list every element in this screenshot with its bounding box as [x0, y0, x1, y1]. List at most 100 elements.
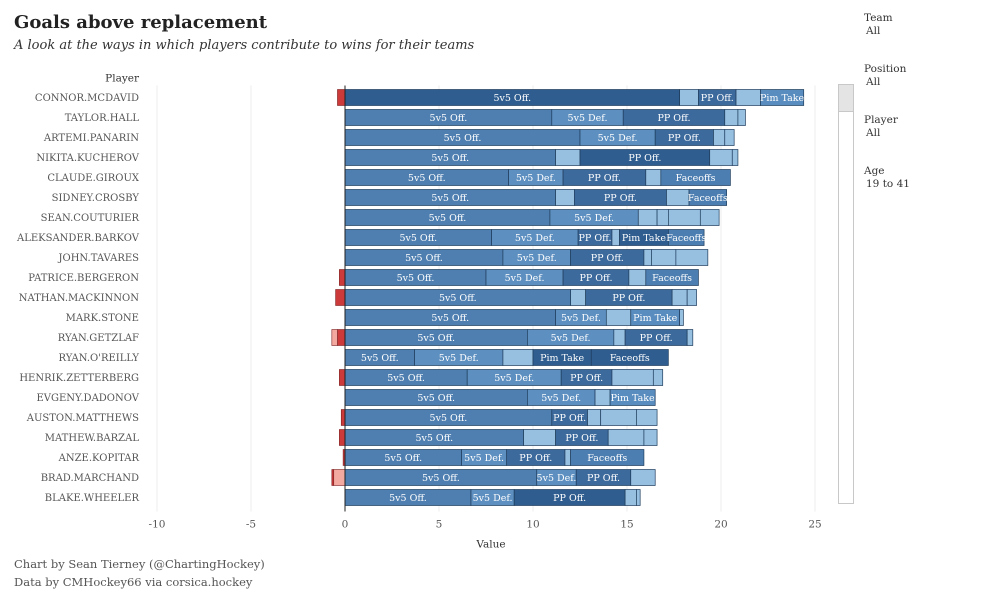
segment-label: 5v5 Off. — [431, 313, 469, 324]
bar-segment — [564, 449, 571, 466]
bar-segment — [643, 249, 652, 266]
player-label: RYAN.GETZLAF — [58, 333, 139, 344]
bar-segment — [668, 209, 701, 226]
bar-segment — [609, 389, 656, 406]
segment-label: 5v5 Off. — [439, 293, 477, 304]
player-label: ANZE.KOPITAR — [58, 453, 140, 464]
segment-label: 5v5 Def. — [439, 353, 479, 364]
bar-segment — [724, 109, 739, 126]
x-tick-label: -10 — [149, 519, 166, 531]
bar-segment — [724, 129, 735, 146]
player-label: MATHEW.BARZAL — [45, 433, 140, 444]
segment-label: PP Off. — [612, 293, 645, 304]
segment-label: Pim Take — [611, 393, 655, 404]
negative-segment — [333, 469, 346, 486]
bar-segment — [731, 149, 739, 166]
x-tick-label: -5 — [246, 519, 256, 531]
segment-label: PP Off. — [519, 453, 552, 464]
player-filter[interactable]: Player All — [864, 114, 898, 140]
negative-segment — [340, 409, 346, 426]
x-tick-label: 5 — [436, 519, 443, 531]
bar-segment — [668, 229, 705, 246]
bar-segment — [699, 209, 720, 226]
segment-label: PP Off. — [640, 333, 673, 344]
bar-segment — [688, 189, 727, 206]
player-label: CONNOR.MCDAVID — [35, 93, 139, 104]
bar-segment — [643, 429, 658, 446]
bar-segment — [600, 409, 637, 426]
segment-label: PP Off. — [553, 413, 586, 424]
segment-label: 5v5 Def. — [551, 333, 591, 344]
segment-label: Pim Take — [633, 313, 677, 324]
bar-segment — [628, 269, 647, 286]
player-label: ARTEMI.PANARIN — [43, 133, 139, 144]
negative-segment — [339, 429, 346, 446]
player-label: NIKITA.KUCHEROV — [36, 153, 139, 164]
x-axis-title: Value — [475, 539, 505, 551]
bar-segment — [555, 189, 575, 206]
bar-segment — [587, 409, 602, 426]
segment-label: 5v5 Def. — [494, 373, 534, 384]
bar-segment — [613, 329, 626, 346]
bar-segment — [594, 389, 611, 406]
player-label: BRAD.MARCHAND — [41, 473, 139, 484]
negative-segment — [335, 289, 346, 306]
x-tick-label: 25 — [808, 519, 821, 531]
segment-label: PP Off. — [587, 473, 620, 484]
bar-segment — [735, 89, 761, 106]
segment-label: Faceoffs — [688, 193, 728, 204]
scrollbar-thumb[interactable] — [839, 85, 853, 112]
position-filter-label: Position — [864, 63, 907, 75]
player-label: MARK.STONE — [66, 313, 139, 324]
bar-segment — [630, 469, 656, 486]
bar-segment — [671, 289, 688, 306]
segment-label: PP Off. — [604, 193, 637, 204]
player-label: CLAUDE.GIROUX — [47, 173, 140, 184]
bar-segment — [570, 449, 645, 466]
team-filter-value[interactable]: All — [866, 25, 881, 37]
segment-label: 5v5 Off. — [408, 173, 446, 184]
age-filter[interactable]: Age 19 to 41 — [864, 165, 910, 191]
segment-label: 5v5 Off. — [397, 273, 435, 284]
player-list-scrollbar[interactable] — [838, 84, 854, 504]
age-filter-value[interactable]: 19 to 41 — [866, 178, 910, 190]
segment-label: 5v5 Def. — [568, 113, 608, 124]
bar-segment — [651, 249, 677, 266]
negative-segment — [337, 329, 346, 346]
segment-label: 5v5 Off. — [405, 253, 443, 264]
x-tick-label: 10 — [526, 519, 539, 531]
segment-label: PP Off. — [628, 153, 661, 164]
player-label: ALEKSANDER.BARKOV — [16, 233, 140, 244]
position-filter[interactable]: Position All — [864, 63, 906, 89]
player-label: AUSTON.MATTHEWS — [26, 413, 139, 424]
player-filter-value[interactable]: All — [866, 127, 881, 139]
bar-segment — [686, 289, 697, 306]
player-label: PATRICE.BERGERON — [28, 273, 139, 284]
x-tick-label: 0 — [342, 519, 349, 531]
segment-label: PP Off. — [565, 433, 598, 444]
team-filter[interactable]: Team All — [864, 12, 893, 38]
player-label: JOHN.TAVARES — [57, 253, 139, 264]
chart-credit: Chart by Sean Tierney (@ChartingHockey) — [14, 557, 265, 571]
segment-label: 5v5 Off. — [444, 133, 482, 144]
segment-label: 5v5 Off. — [384, 453, 422, 464]
segment-label: 5v5 Off. — [431, 193, 469, 204]
segment-label: 5v5 Def. — [464, 453, 504, 464]
bar-segment — [645, 269, 699, 286]
bar-segment — [636, 489, 641, 506]
player-label: NATHAN.MACKINNON — [19, 293, 140, 304]
segment-label: Faceoffs — [610, 353, 650, 364]
segment-label: Faceoffs — [587, 453, 627, 464]
segment-label: 5v5 Off. — [430, 413, 468, 424]
bar-segment — [679, 89, 699, 106]
bar-segment — [660, 169, 731, 186]
segment-label: PP Off. — [570, 373, 603, 384]
segment-label: 5v5 Def. — [541, 393, 581, 404]
segment-label: 5v5 Off. — [431, 153, 469, 164]
bar-segment — [523, 429, 556, 446]
position-filter-value[interactable]: All — [866, 76, 881, 88]
segment-label: PP Off. — [553, 493, 586, 504]
bar-segment — [624, 489, 637, 506]
segment-label: 5v5 Off. — [387, 373, 425, 384]
segment-label: Pim Take — [622, 233, 666, 244]
